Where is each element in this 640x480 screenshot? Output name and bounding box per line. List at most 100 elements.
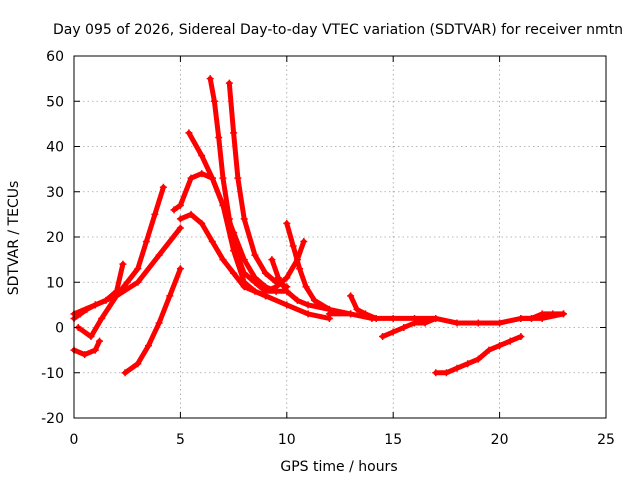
data-point — [262, 269, 270, 277]
data-point — [389, 328, 397, 336]
data-point — [528, 314, 536, 322]
data-point — [372, 314, 380, 322]
data-point — [176, 265, 184, 273]
y-tick-label: 20 — [46, 230, 64, 246]
y-tick-label: 40 — [46, 140, 64, 156]
data-point — [538, 310, 546, 318]
data-point — [176, 201, 184, 209]
y-tick-label: 30 — [46, 185, 64, 201]
data-point — [187, 210, 195, 218]
series-line — [207, 76, 279, 294]
data-point — [187, 174, 195, 182]
data-point — [362, 310, 370, 318]
data-point — [91, 346, 99, 354]
data-point — [347, 292, 355, 300]
data-point — [272, 283, 280, 291]
data-point — [134, 360, 142, 368]
y-tick-label: -20 — [41, 411, 64, 427]
chart-title: Day 095 of 2026, Sidereal Day-to-day VTE… — [53, 22, 623, 38]
data-point — [432, 314, 440, 322]
series-line — [122, 266, 183, 376]
series-track-2 — [70, 337, 104, 359]
data-point — [304, 310, 312, 318]
data-point — [268, 256, 276, 264]
data-point — [293, 256, 301, 264]
data-point — [113, 292, 121, 300]
data-point — [240, 283, 248, 291]
data-point — [176, 215, 184, 223]
data-point — [400, 324, 408, 331]
y-axis-label: SDTVAR / TECUs — [6, 181, 22, 296]
y-tick-label: 10 — [46, 275, 64, 291]
series-line — [71, 225, 183, 317]
series-track-13 — [262, 238, 308, 295]
x-tick-label: 15 — [384, 432, 402, 448]
data-point — [353, 305, 361, 313]
data-point — [232, 247, 240, 255]
data-point — [123, 278, 131, 286]
series-line — [348, 293, 379, 321]
data-point — [151, 210, 159, 218]
data-point — [215, 133, 223, 141]
data-point — [296, 265, 304, 273]
x-tick-label: 10 — [278, 432, 296, 448]
data-point — [159, 183, 167, 191]
series-track-11 — [268, 256, 355, 318]
data-point — [198, 152, 206, 160]
series-layer — [70, 75, 567, 377]
data-point — [300, 238, 308, 246]
data-point — [170, 206, 178, 214]
data-point — [283, 287, 291, 295]
data-point — [142, 238, 150, 246]
data-point — [234, 174, 242, 182]
data-point — [176, 224, 184, 232]
y-tick-label: 60 — [46, 49, 64, 65]
data-point — [517, 314, 525, 322]
data-point — [230, 269, 238, 277]
x-axis-label: GPS time / hours — [280, 459, 397, 475]
data-point — [240, 256, 248, 264]
series-line — [71, 338, 102, 358]
data-point — [517, 333, 525, 341]
series-line — [226, 80, 290, 290]
x-tick-label: 20 — [491, 432, 509, 448]
data-point — [549, 310, 557, 318]
data-point — [485, 346, 493, 354]
data-point — [155, 319, 163, 327]
data-point — [91, 301, 99, 309]
data-point — [379, 333, 387, 341]
data-point — [251, 251, 259, 259]
data-point — [225, 215, 233, 223]
data-point — [283, 301, 291, 309]
series-track-5 — [121, 265, 184, 377]
data-point — [453, 364, 461, 372]
y-tick-label: 50 — [46, 94, 64, 110]
data-point — [283, 219, 291, 227]
grid — [74, 56, 606, 418]
data-point — [166, 292, 174, 300]
data-point — [506, 337, 514, 345]
data-point — [347, 310, 355, 318]
data-point — [496, 319, 504, 327]
series-line — [284, 220, 332, 312]
series-track-18 — [517, 310, 567, 322]
data-point — [302, 283, 310, 291]
data-point — [230, 129, 238, 137]
data-point — [208, 174, 216, 182]
data-point — [119, 260, 127, 268]
data-point — [219, 174, 227, 182]
data-point — [283, 274, 291, 282]
data-point — [274, 274, 282, 282]
data-point — [81, 351, 89, 359]
data-point — [198, 170, 206, 178]
data-point — [185, 129, 193, 137]
data-point — [210, 97, 218, 105]
data-point — [289, 242, 297, 250]
x-tick-label: 0 — [70, 432, 79, 448]
data-point — [325, 310, 333, 318]
data-point — [453, 319, 461, 327]
series-track-17 — [432, 333, 525, 377]
data-point — [206, 75, 214, 83]
series-track-9 — [206, 75, 280, 295]
data-point — [474, 319, 482, 327]
